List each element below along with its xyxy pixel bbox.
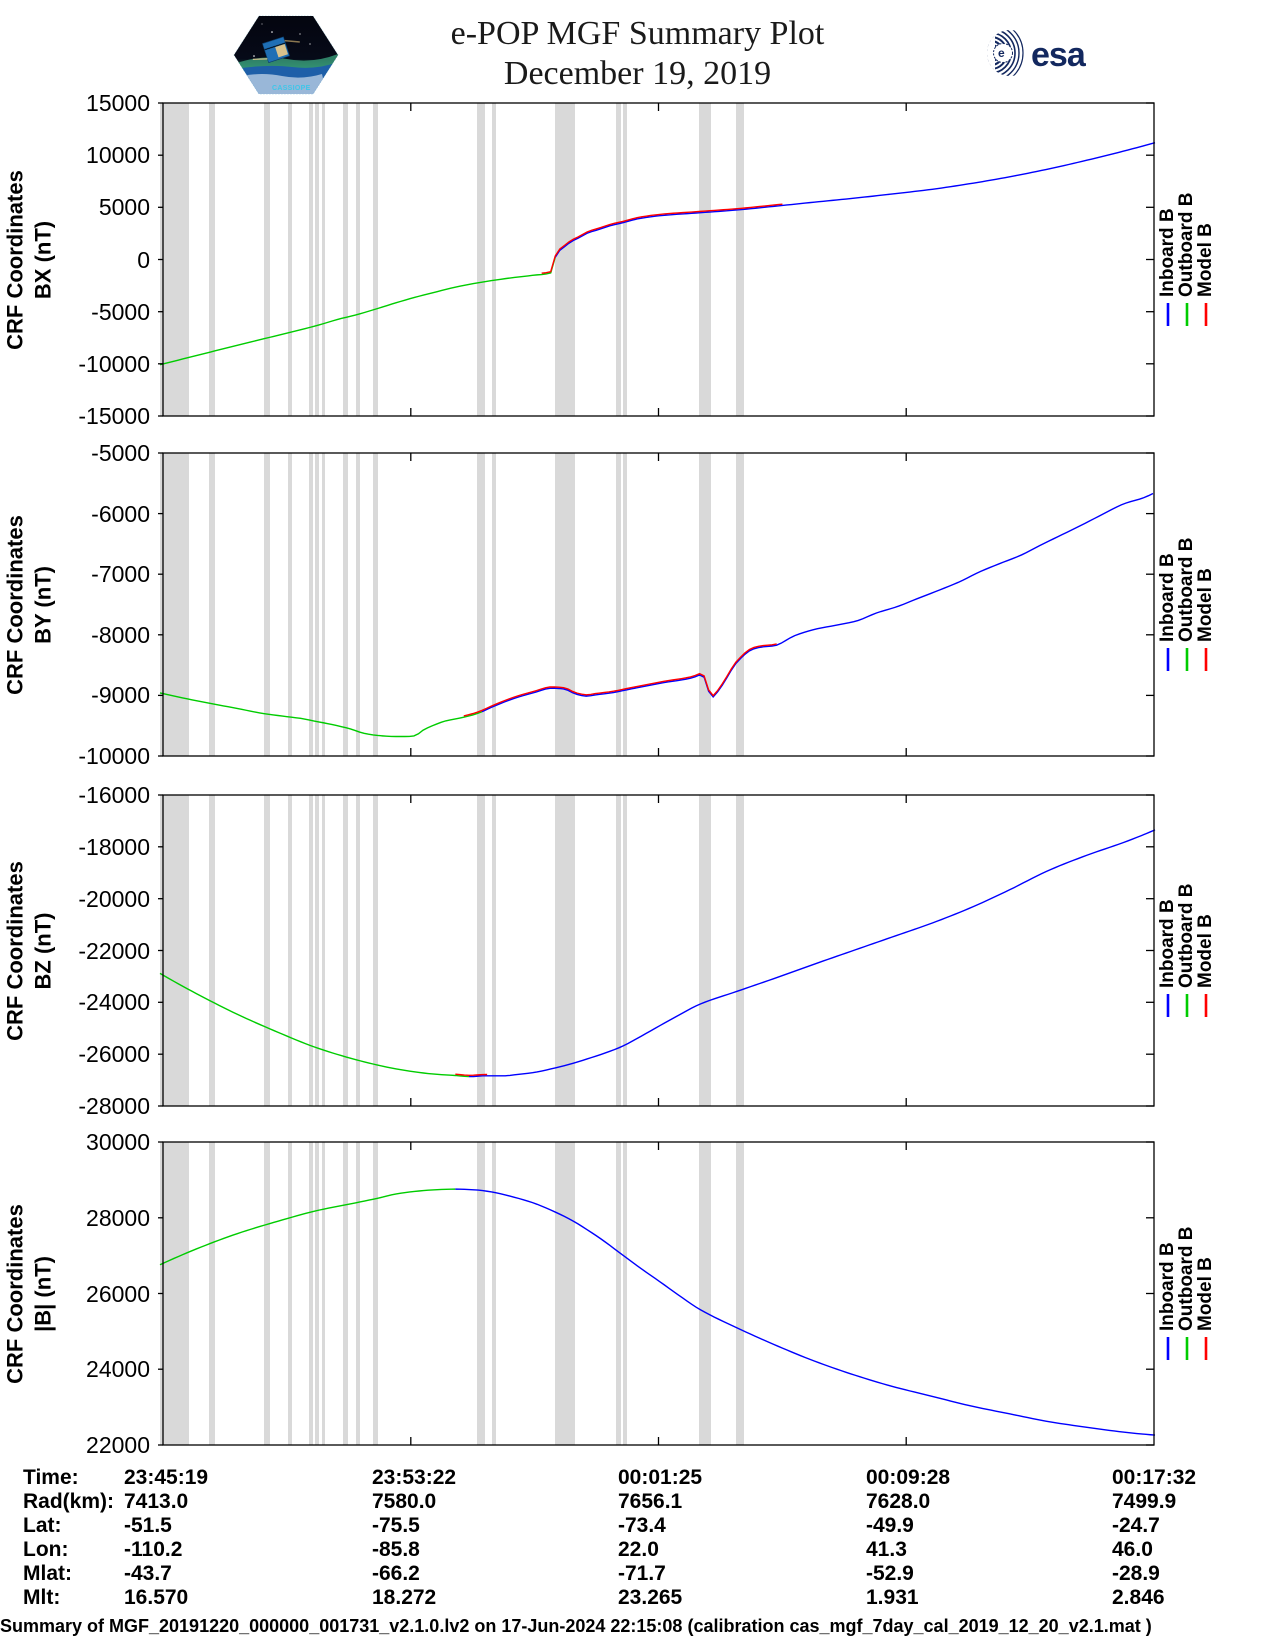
svg-text:Model B: Model B <box>1195 914 1216 988</box>
svg-text:Outboard B: Outboard B <box>1176 537 1197 642</box>
svg-text:Outboard B: Outboard B <box>1176 1226 1197 1331</box>
svg-text:esa: esa <box>1031 36 1087 74</box>
svg-text:Outboard B: Outboard B <box>1176 883 1197 988</box>
svg-text:CRF Coordinates: CRF Coordinates <box>2 861 27 1041</box>
svg-text:e: e <box>998 46 1005 60</box>
svg-text:Model B: Model B <box>1195 568 1216 642</box>
svg-text:CRF Coordinates: CRF Coordinates <box>2 515 27 695</box>
svg-text:Outboard B: Outboard B <box>1176 192 1197 297</box>
svg-text:CRF Coordinates: CRF Coordinates <box>2 170 27 350</box>
svg-text:Inboard B: Inboard B <box>1157 1242 1178 1331</box>
svg-text:BY (nT): BY (nT) <box>30 566 55 644</box>
svg-text:Model B: Model B <box>1195 1257 1216 1331</box>
svg-text:BX (nT): BX (nT) <box>30 220 55 298</box>
svg-text:Inboard B: Inboard B <box>1157 208 1178 297</box>
svg-text:Inboard B: Inboard B <box>1157 899 1178 988</box>
svg-text:CRF Coordinates: CRF Coordinates <box>2 1204 27 1384</box>
svg-text:|B| (nT): |B| (nT) <box>30 1256 55 1332</box>
svg-text:Inboard B: Inboard B <box>1157 553 1178 642</box>
svg-text:BZ (nT): BZ (nT) <box>30 912 55 989</box>
svg-text:Model B: Model B <box>1195 223 1216 297</box>
